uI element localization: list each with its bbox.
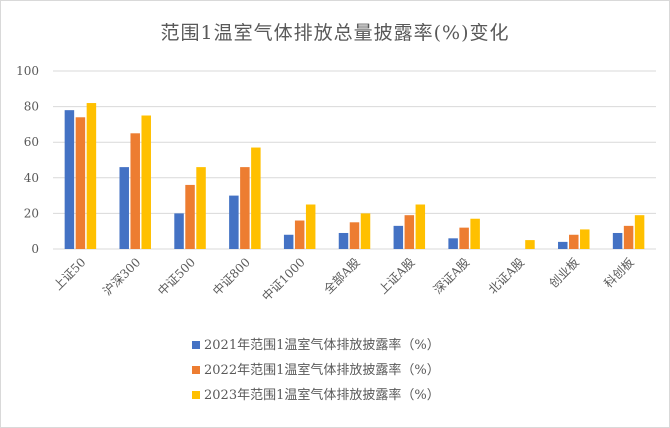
x-category-label: 全部A股 — [320, 255, 362, 297]
chart-title: 范围1温室气体排放总量披露率(%)变化 — [161, 22, 510, 44]
x-axis-categories: 上证50 沪深300 中证500 中证800 中证1000 全部A股 上证A股 深证A股 北证A… — [51, 255, 637, 304]
bar — [634, 215, 645, 249]
bar — [294, 220, 305, 249]
bar — [86, 103, 97, 249]
legend-swatch — [192, 391, 200, 399]
bar — [525, 240, 535, 249]
bar — [141, 115, 151, 249]
gridlines — [53, 70, 656, 250]
y-tick-label: 80 — [24, 100, 39, 114]
bar — [240, 167, 250, 249]
legend-swatch — [192, 341, 200, 349]
legend-label: 2023年范围1温室气体排放披露率（%） — [204, 387, 440, 403]
x-category-label: 上证50 — [51, 255, 89, 293]
bar — [623, 225, 634, 249]
y-tick-label: 0 — [31, 242, 39, 256]
y-tick-label: 40 — [24, 171, 39, 185]
legend-swatch — [192, 366, 200, 374]
bar — [64, 110, 75, 249]
bar — [185, 184, 195, 249]
x-category-label: 上证A股 — [376, 255, 417, 296]
x-category-label: 科创板 — [601, 255, 636, 290]
x-category-label: 深证A股 — [431, 255, 472, 296]
bar — [305, 204, 316, 249]
bar — [580, 229, 590, 249]
bar — [75, 117, 86, 249]
y-tick-label: 60 — [24, 135, 39, 149]
legend: 2021年范围1温室气体排放披露率（%） 2022年范围1温室气体排放披露率（%）… — [192, 337, 440, 403]
y-axis-ticks: 0 20 40 60 80 100 — [16, 64, 39, 256]
bar — [612, 232, 623, 249]
bar — [349, 222, 360, 249]
bar — [119, 167, 129, 249]
x-category-label: 创业板 — [547, 255, 582, 290]
x-category-label: 中证800 — [209, 255, 253, 299]
bar — [196, 167, 206, 249]
bar — [459, 227, 469, 249]
bar — [251, 147, 261, 249]
x-category-label: 沪深300 — [100, 255, 143, 298]
x-category-label: 中证1000 — [259, 255, 308, 304]
bar — [393, 225, 404, 249]
bar — [130, 133, 140, 249]
bar — [558, 241, 568, 249]
bar — [283, 234, 294, 249]
bar — [229, 195, 239, 249]
y-tick-label: 20 — [24, 206, 39, 220]
legend-label: 2022年范围1温室气体排放披露率（%） — [204, 362, 440, 378]
x-category-label: 中证500 — [154, 255, 198, 299]
y-tick-label: 100 — [16, 64, 39, 78]
bar — [404, 215, 415, 249]
legend-label: 2021年范围1温室气体排放披露率（%） — [204, 337, 440, 353]
bar — [338, 232, 349, 249]
bar — [415, 204, 426, 249]
bar — [360, 213, 371, 249]
bars — [64, 103, 645, 249]
bar — [569, 234, 579, 249]
bar — [174, 213, 184, 249]
bar — [448, 238, 458, 249]
bar — [470, 218, 480, 249]
x-category-label: 北证A股 — [486, 255, 527, 296]
